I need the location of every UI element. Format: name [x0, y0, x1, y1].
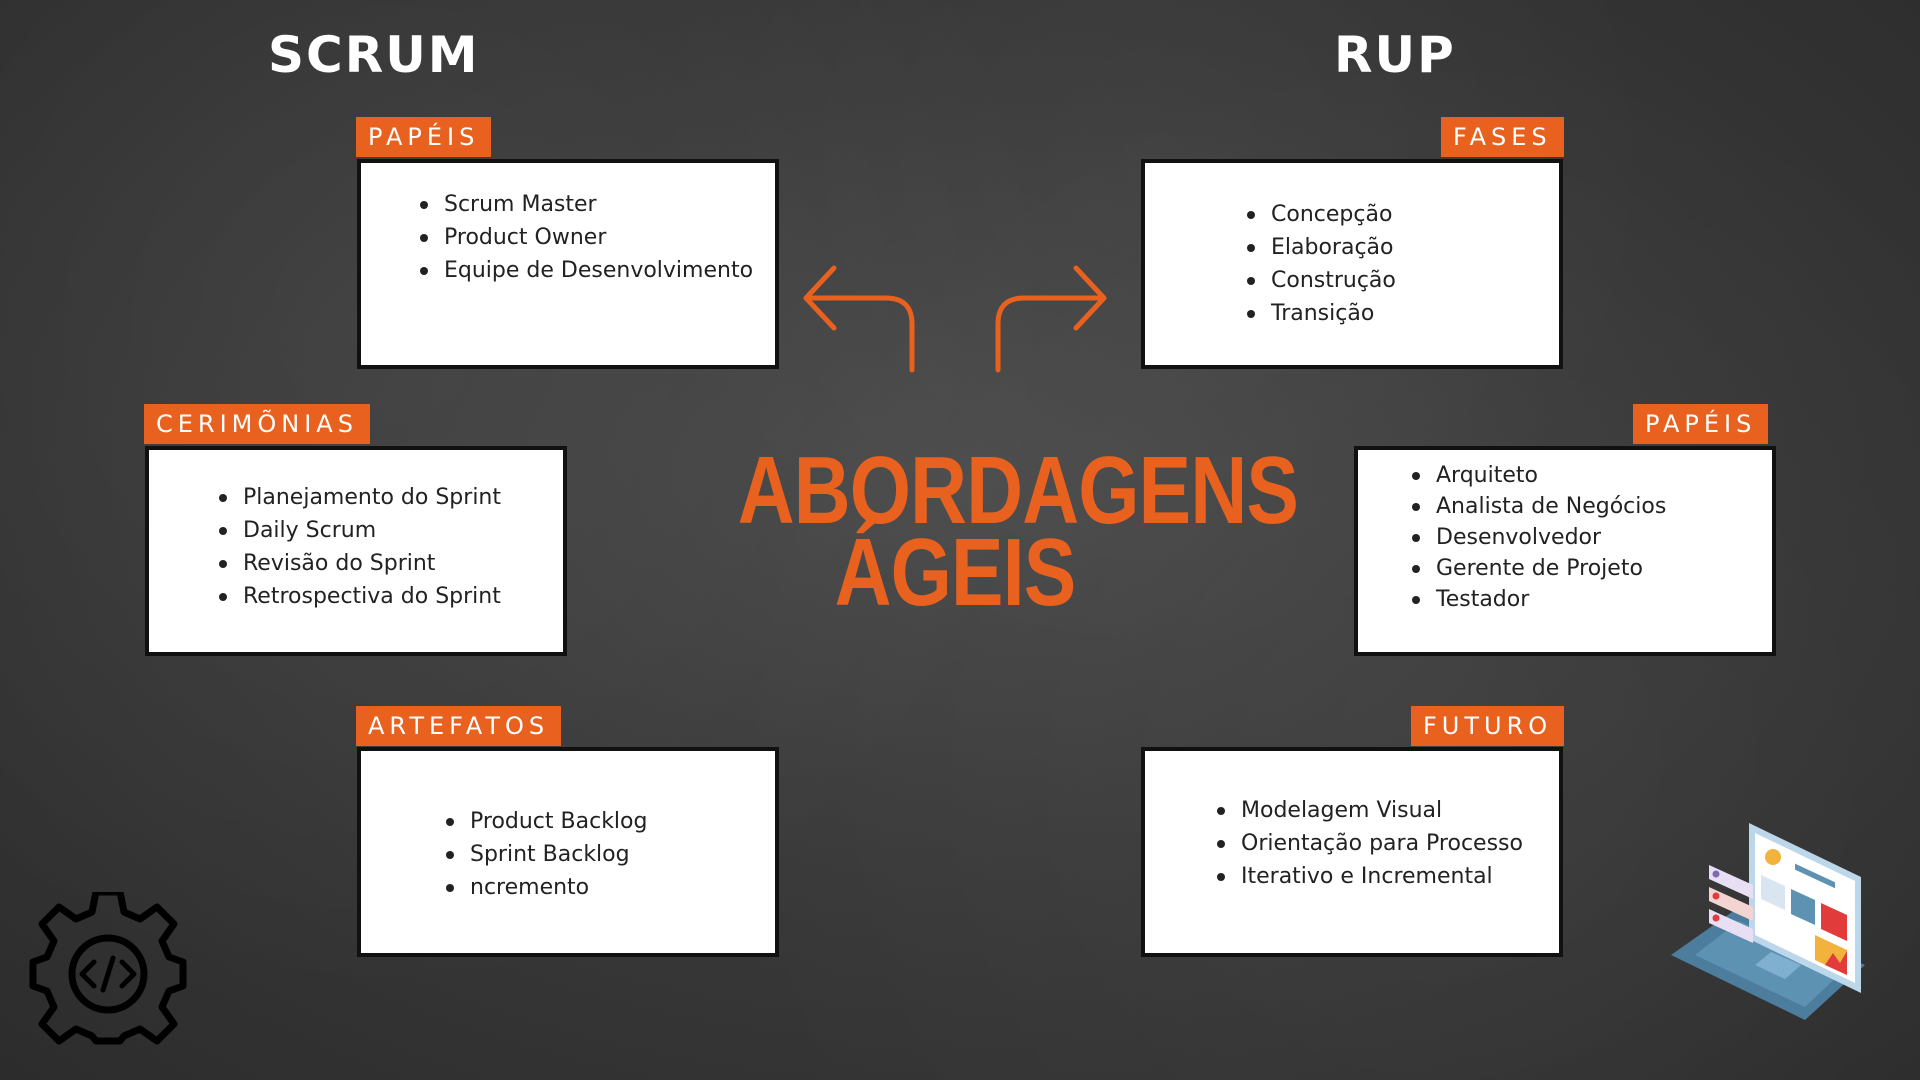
list-item: Product Owner	[418, 221, 753, 254]
scrum-artefatos-card: Product Backlog Sprint Backlog ncremento	[357, 747, 779, 957]
list-item: Arquiteto	[1410, 460, 1666, 491]
list-item: Gerente de Projeto	[1410, 553, 1666, 584]
rup-heading: RUP	[1334, 26, 1456, 84]
gear-code-icon	[29, 892, 187, 1045]
list-item: Equipe de Desenvolvimento	[418, 254, 753, 287]
list-item: Revisão do Sprint	[217, 547, 501, 580]
list-item: Transição	[1245, 297, 1396, 330]
rup-papeis-tag: PAPÉIS	[1633, 404, 1769, 444]
scrum-papeis-tag: PAPÉIS	[356, 117, 492, 157]
rup-papeis-list: Arquiteto Analista de Negócios Desenvolv…	[1410, 460, 1666, 615]
list-item: Modelagem Visual	[1215, 794, 1523, 827]
list-item: Sprint Backlog	[444, 838, 647, 871]
scrum-heading: SCRUM	[268, 26, 480, 84]
laptop-dashboard-icon	[1671, 823, 1865, 1020]
center-title: ABORDAGENS ÁGEIS	[737, 437, 1299, 626]
scrum-papeis-list: Scrum Master Product Owner Equipe de Des…	[418, 188, 753, 287]
list-item: Iterativo e Incremental	[1215, 860, 1523, 893]
rup-fases-tag: FASES	[1441, 117, 1564, 157]
rup-futuro-tag: FUTURO	[1411, 706, 1565, 746]
list-item: Planejamento do Sprint	[217, 481, 501, 514]
list-item: ncremento	[444, 871, 647, 904]
rup-fases-list: Concepção Elaboração Construção Transiçã…	[1245, 198, 1396, 330]
arrow-left-icon	[803, 265, 915, 373]
center-title-line-2: ÁGEIS	[834, 519, 1077, 626]
scrum-artefatos-list: Product Backlog Sprint Backlog ncremento	[444, 805, 647, 904]
rup-papeis-card: Arquiteto Analista de Negócios Desenvolv…	[1354, 446, 1776, 656]
list-item: Scrum Master	[418, 188, 753, 221]
list-item: Elaboração	[1245, 231, 1396, 264]
list-item: Daily Scrum	[217, 514, 501, 547]
center-title-line-1: ABORDAGENS	[737, 437, 1299, 544]
scrum-artefatos-tag: ARTEFATOS	[356, 706, 562, 746]
scrum-papeis-card: Scrum Master Product Owner Equipe de Des…	[357, 159, 779, 369]
list-item: Analista de Negócios	[1410, 491, 1666, 522]
list-item: Desenvolvedor	[1410, 522, 1666, 553]
rup-futuro-card: Modelagem Visual Orientação para Process…	[1141, 747, 1563, 957]
list-item: Orientação para Processo	[1215, 827, 1523, 860]
scrum-cerimonias-list: Planejamento do Sprint Daily Scrum Revis…	[217, 481, 501, 613]
list-item: Concepção	[1245, 198, 1396, 231]
arrow-right-icon	[995, 265, 1107, 373]
rup-fases-card: Concepção Elaboração Construção Transiçã…	[1141, 159, 1563, 369]
scrum-cerimonias-tag: CERIMÕNIAS	[144, 404, 370, 444]
list-item: Product Backlog	[444, 805, 647, 838]
list-item: Testador	[1410, 584, 1666, 615]
scrum-cerimonias-card: Planejamento do Sprint Daily Scrum Revis…	[145, 446, 567, 656]
list-item: Construção	[1245, 264, 1396, 297]
list-item: Retrospectiva do Sprint	[217, 580, 501, 613]
rup-futuro-list: Modelagem Visual Orientação para Process…	[1215, 794, 1523, 893]
